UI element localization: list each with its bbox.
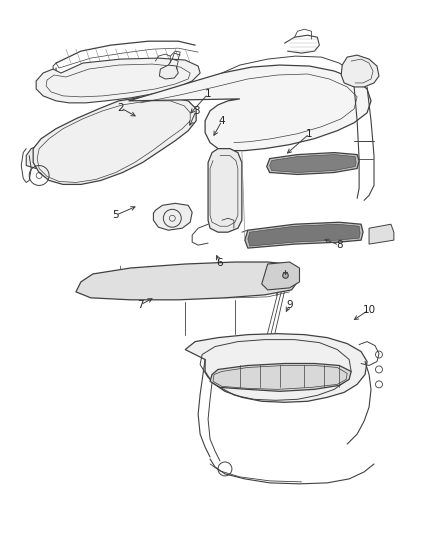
- Text: 9: 9: [286, 300, 293, 310]
- Polygon shape: [36, 58, 200, 103]
- Polygon shape: [210, 364, 351, 391]
- Polygon shape: [26, 141, 59, 168]
- Polygon shape: [270, 155, 356, 173]
- Text: 1: 1: [205, 89, 212, 99]
- Polygon shape: [248, 224, 360, 246]
- Polygon shape: [369, 224, 394, 244]
- Text: 4: 4: [219, 116, 225, 126]
- Polygon shape: [153, 203, 192, 230]
- Text: 5: 5: [113, 210, 119, 220]
- Text: 8: 8: [336, 240, 343, 250]
- Text: 7: 7: [137, 300, 144, 310]
- Polygon shape: [267, 152, 359, 174]
- Polygon shape: [341, 55, 379, 87]
- Text: 10: 10: [363, 305, 376, 315]
- Polygon shape: [208, 149, 242, 232]
- Text: 1: 1: [306, 128, 313, 139]
- Polygon shape: [129, 65, 371, 151]
- Polygon shape: [33, 97, 196, 184]
- Polygon shape: [76, 262, 297, 300]
- Polygon shape: [262, 262, 300, 290]
- Polygon shape: [185, 334, 367, 402]
- Polygon shape: [245, 222, 363, 248]
- Text: 3: 3: [193, 106, 199, 116]
- Polygon shape: [159, 65, 178, 79]
- Text: 2: 2: [117, 103, 124, 113]
- Text: 6: 6: [217, 258, 223, 268]
